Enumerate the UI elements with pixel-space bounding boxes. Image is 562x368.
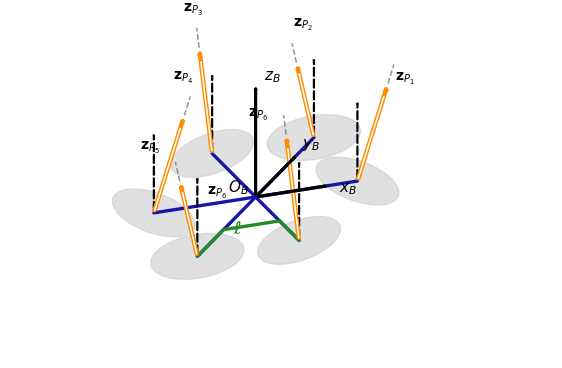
Text: $\mathbf{z}_{P_5}$: $\mathbf{z}_{P_5}$ <box>140 139 160 156</box>
Ellipse shape <box>268 115 360 160</box>
Text: $\mathbf{z}_{P_6}$: $\mathbf{z}_{P_6}$ <box>248 107 268 123</box>
Text: $\mathbf{z}_{P_1}$: $\mathbf{z}_{P_1}$ <box>395 71 415 87</box>
Text: $\mathbf{z}_{P_4}$: $\mathbf{z}_{P_4}$ <box>173 70 193 86</box>
Text: $y_B$: $y_B$ <box>302 137 320 153</box>
Ellipse shape <box>112 189 195 237</box>
Text: $\mathbf{z}_{P_2}$: $\mathbf{z}_{P_2}$ <box>293 17 312 33</box>
Text: $O_B$: $O_B$ <box>228 178 249 197</box>
Text: $\mathbf{z}_{P_3}$: $\mathbf{z}_{P_3}$ <box>183 2 203 18</box>
Text: $z_B$: $z_B$ <box>264 69 280 85</box>
Ellipse shape <box>151 233 244 279</box>
Text: $x_B$: $x_B$ <box>339 181 357 197</box>
Ellipse shape <box>258 216 341 264</box>
Text: $\mathbf{z}_{P_6}$: $\mathbf{z}_{P_6}$ <box>207 185 226 201</box>
Text: $\ell$: $\ell$ <box>233 220 242 238</box>
Ellipse shape <box>316 157 399 205</box>
Ellipse shape <box>171 130 253 177</box>
